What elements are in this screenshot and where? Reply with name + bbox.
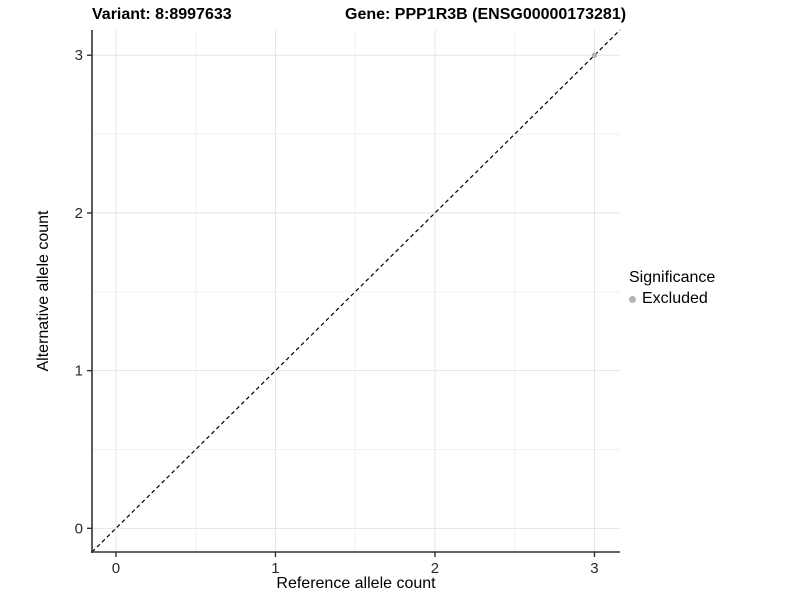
y-axis-tick-label: 0: [75, 520, 83, 537]
y-axis-title: Alternative allele count: [35, 210, 52, 372]
y-axis-tick-label: 1: [75, 363, 83, 380]
legend-item-excluded: Excluded: [629, 290, 715, 308]
plot-title-gene: Gene: PPP1R3B (ENSG00000173281): [345, 6, 627, 23]
identity-line: [91, 29, 621, 553]
x-axis-tick-label: 2: [431, 560, 439, 577]
x-axis-tick-label: 0: [112, 560, 120, 577]
x-axis-title: Reference allele count: [276, 575, 436, 592]
legend-item-label: Excluded: [642, 290, 708, 307]
legend-title: Significance: [629, 269, 716, 286]
y-axis-tick-label: 2: [75, 205, 83, 222]
legend: Significance Excluded: [629, 268, 715, 308]
x-axis-tick-label: 3: [590, 560, 598, 577]
plot-title-variant: Variant: 8:8997633: [92, 6, 232, 23]
excluded-marker-icon: [629, 295, 636, 303]
y-axis-tick-label: 3: [75, 47, 83, 64]
data-point-excluded: [591, 52, 598, 58]
x-axis-tick-label: 1: [271, 560, 279, 577]
